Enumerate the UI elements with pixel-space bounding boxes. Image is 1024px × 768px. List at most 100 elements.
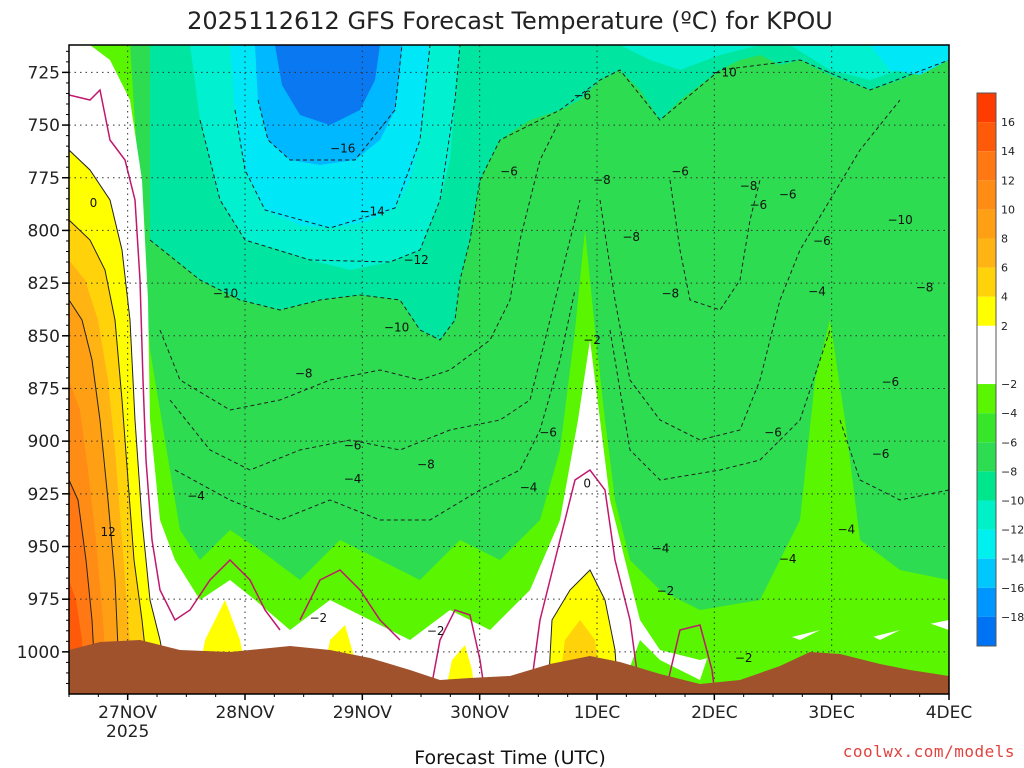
colorbar-label: −6: [1001, 436, 1017, 449]
colorbar-swatch: [977, 587, 996, 617]
contour-label: −6: [500, 164, 518, 178]
x-tick-label: 1DEC: [574, 703, 621, 723]
colorbar-label: 16: [1001, 116, 1015, 129]
contour-label: −6: [539, 426, 557, 440]
colorbar-label: 14: [1001, 145, 1015, 158]
colorbar-label: 10: [1001, 203, 1015, 216]
plot-area: [69, 45, 949, 694]
contour-labels: 0 12 −10 −4 −16 −14 −12 −10 −8 −6 −4 −8 −2 −2 −6 −4 −6 −6…: [90, 65, 934, 665]
colorbar-swatch: [977, 296, 996, 326]
colorbar-label: 12: [1001, 174, 1015, 187]
colorbar-label: −16: [1001, 582, 1024, 595]
field-band-minus18-minus20: [275, 45, 380, 125]
y-tick-label: 900: [28, 432, 60, 452]
contour-label: −2: [735, 651, 753, 665]
terrain-ground: [69, 640, 949, 694]
contour-label: −8: [661, 287, 679, 301]
colorbar-swatch: [977, 558, 996, 588]
colorbar-swatch: [977, 616, 996, 646]
grid-lines: [69, 45, 949, 694]
y-tick-label: 975: [28, 590, 60, 610]
y-tick-label: 825: [28, 274, 60, 294]
colorbar-swatch: [977, 151, 996, 181]
contour-label: −8: [417, 457, 435, 471]
colorbar-label: −4: [1001, 407, 1017, 420]
colorbar-swatch: [977, 93, 996, 123]
colorbar-frame: [976, 92, 997, 647]
contour-label: −6: [573, 89, 591, 103]
colorbar-swatch: [977, 500, 996, 530]
contour-label: −10: [887, 213, 912, 227]
colorbar-swatch: [977, 209, 996, 239]
isotherm-lines: [149, 45, 949, 521]
contour-label: −12: [403, 253, 428, 267]
field-band-minus14-minus16: [230, 45, 949, 228]
colorbar-label: −12: [1001, 524, 1024, 537]
colorbar-label: −8: [1001, 465, 1017, 478]
contour-label: −10: [213, 287, 238, 301]
contour-label: −6: [749, 198, 767, 212]
x-tick-label: 29NOV: [333, 703, 392, 723]
contour-label: −2: [309, 611, 327, 625]
colorbar-swatch: [977, 180, 996, 210]
contour-label: −8: [916, 280, 934, 294]
chart-title: 2025112612 GFS Forecast Temperature (ºC)…: [187, 7, 833, 35]
colorbar-swatch: [977, 238, 996, 268]
y-tick-label: 850: [28, 327, 60, 347]
contour-label: −8: [622, 230, 640, 244]
y-tick-label: 775: [28, 169, 60, 189]
colorbar-label: −14: [1001, 553, 1024, 566]
contour-label: −2: [427, 624, 445, 638]
contour-label: −6: [344, 438, 362, 452]
x-tick-label: 28NOV: [215, 703, 274, 723]
y-tick-label: 950: [28, 538, 60, 558]
contour-label: −10: [711, 65, 736, 79]
y-axis: 725 750 775 800 825 850 875 900 925 950 975 1000: [17, 50, 69, 684]
contour-label: −2: [583, 333, 601, 347]
contour-label: −6: [671, 164, 689, 178]
colorbar-label: 8: [1001, 233, 1008, 246]
contour-label: −6: [872, 447, 890, 461]
contour-label: 12: [100, 525, 115, 539]
y-tick-label: 725: [28, 63, 60, 83]
colorbar-label: 6: [1001, 262, 1008, 275]
contour-label: −4: [779, 552, 797, 566]
x-tick-sublabel: 2025: [106, 722, 149, 742]
contour-label: −2: [657, 584, 675, 598]
colorbar-swatch: [977, 267, 996, 297]
contour-label: −6: [779, 188, 797, 202]
zero-isotherm-lines: [69, 88, 716, 694]
x-tick-label: 4DEC: [926, 703, 973, 723]
x-tick-label: 3DEC: [808, 703, 855, 723]
contour-label: −4: [808, 285, 826, 299]
colorbar-swatch: [977, 471, 996, 501]
colorbar-swatch: [977, 529, 996, 559]
colorbar-swatch: [977, 384, 996, 414]
y-tick-label: 750: [28, 116, 60, 136]
contour-label: −4: [837, 523, 855, 537]
y-tick-label: 1000: [17, 643, 60, 663]
colorbar-swatch: [977, 122, 996, 152]
colorbar-swatch: [977, 442, 996, 472]
colorbar-swatch: [977, 325, 996, 385]
contour-label: −14: [359, 204, 384, 218]
contour-label: −8: [593, 173, 611, 187]
colorbar-swatch: [977, 413, 996, 443]
contour-label: −4: [652, 542, 670, 556]
contour-label: −4: [344, 472, 362, 486]
colorbar-label: −10: [1001, 494, 1024, 507]
contour-label: −4: [187, 489, 205, 503]
contour-label: −16: [330, 141, 355, 155]
contour-label: 0: [583, 476, 591, 490]
credit-label: coolwx.com/models: [843, 742, 1015, 761]
colorbar-label: −2: [1001, 378, 1017, 391]
x-axis-label: Forecast Time (UTC): [414, 747, 605, 768]
contour-label: −6: [813, 234, 831, 248]
contour-label: −4: [520, 481, 538, 495]
y-tick-label: 925: [28, 485, 60, 505]
contour-label: −6: [764, 426, 782, 440]
x-tick-label: 2DEC: [691, 703, 738, 723]
colorbar-label: −18: [1001, 611, 1024, 624]
